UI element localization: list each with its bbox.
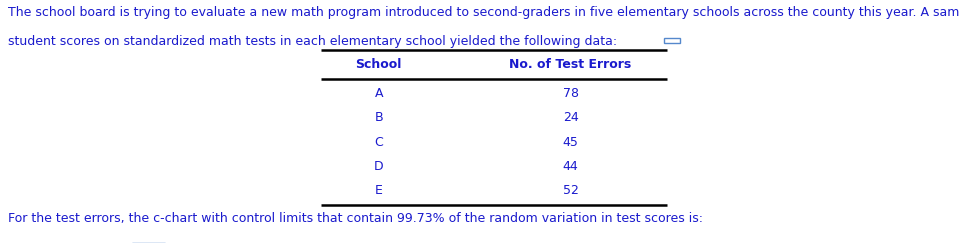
Text: 45: 45	[563, 136, 578, 149]
Text: For the test errors, the c-chart with control limits that contain 99.73% of the : For the test errors, the c-chart with co…	[8, 212, 703, 225]
Text: C: C	[374, 136, 384, 149]
Text: 52: 52	[563, 184, 578, 197]
Text: D: D	[374, 160, 384, 173]
Text: student scores on standardized math tests in each elementary school yielded the : student scores on standardized math test…	[8, 35, 617, 48]
Text: School: School	[356, 58, 402, 71]
Text: No. of Test Errors: No. of Test Errors	[509, 58, 632, 71]
Text: A: A	[375, 87, 383, 100]
Text: E: E	[375, 184, 383, 197]
Text: 78: 78	[563, 87, 578, 100]
Text: The school board is trying to evaluate a new math program introduced to second-g: The school board is trying to evaluate a…	[8, 6, 959, 19]
Text: 44: 44	[563, 160, 578, 173]
Bar	[664, 38, 680, 43]
Text: B: B	[375, 111, 383, 124]
Text: 24: 24	[563, 111, 578, 124]
